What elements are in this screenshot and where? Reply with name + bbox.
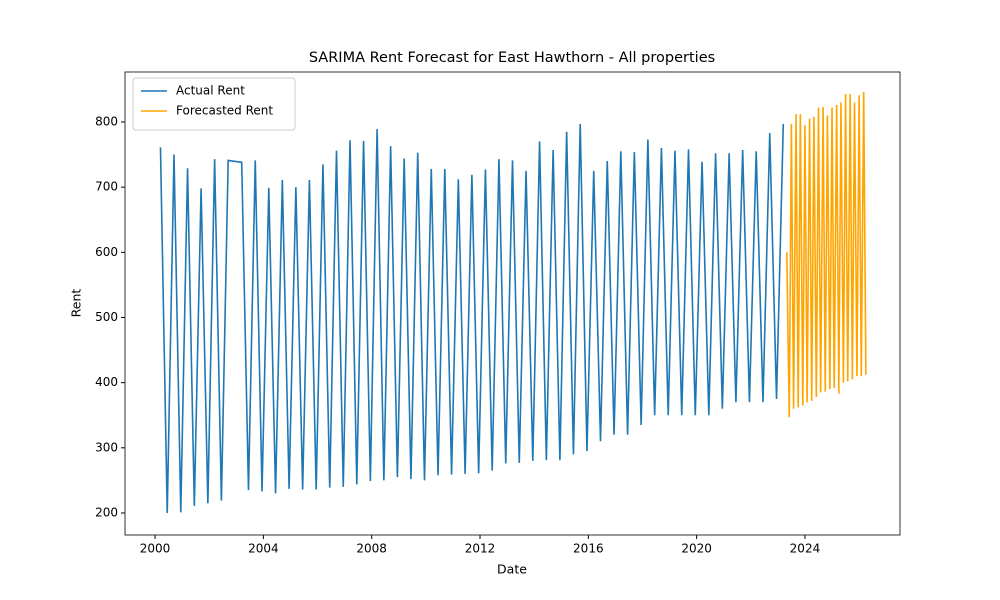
y-tick-label: 200 xyxy=(95,505,118,519)
x-tick-label: 2020 xyxy=(681,542,712,556)
y-tick-label: 700 xyxy=(95,180,118,194)
y-tick-label: 400 xyxy=(95,375,118,389)
x-tick-label: 2004 xyxy=(248,542,279,556)
x-tick-label: 2012 xyxy=(465,542,496,556)
series-line xyxy=(786,92,867,418)
y-tick-label: 300 xyxy=(95,440,118,454)
legend-label: Actual Rent xyxy=(176,84,245,98)
x-axis-label: Date xyxy=(497,562,527,577)
x-tick-label: 2008 xyxy=(356,542,387,556)
chart-title: SARIMA Rent Forecast for East Hawthorn -… xyxy=(309,50,715,66)
y-tick-label: 600 xyxy=(95,245,118,259)
x-tick-label: 2024 xyxy=(790,542,821,556)
y-tick-label: 500 xyxy=(95,310,118,324)
legend-label: Forecasted Rent xyxy=(176,104,273,118)
plot-frame xyxy=(124,71,901,536)
y-axis-label: Rent xyxy=(69,289,84,318)
x-tick-label: 2016 xyxy=(573,542,604,556)
x-tick-label: 2000 xyxy=(140,542,171,556)
y-tick-label: 800 xyxy=(95,114,118,128)
legend-box xyxy=(132,77,296,131)
series-line xyxy=(159,123,785,513)
